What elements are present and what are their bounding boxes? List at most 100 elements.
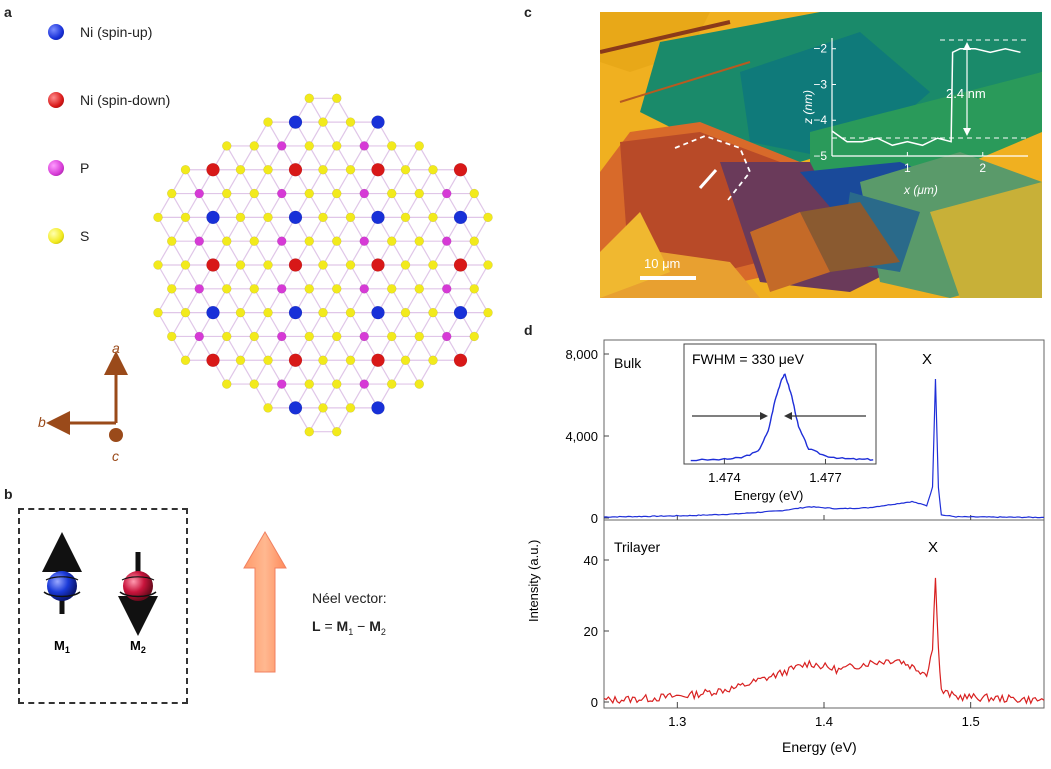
s-atom [414, 188, 424, 199]
x-axis-label: Energy (eV) [782, 739, 857, 755]
s-atom [249, 236, 259, 246]
s-atom [387, 331, 397, 342]
s-atom [249, 284, 259, 294]
ni-down-atom [288, 162, 303, 177]
flake-outline [674, 135, 752, 201]
trilayer-label: Trilayer [614, 539, 660, 555]
s-atom [318, 260, 328, 270]
s-atom [249, 379, 259, 389]
s-atom [332, 188, 342, 199]
s-atom [263, 164, 273, 175]
s-atom [249, 141, 259, 151]
s-atom [469, 188, 479, 199]
s-atom [167, 331, 177, 342]
p-atom [442, 331, 452, 342]
s-atom [345, 260, 356, 270]
s-atom [332, 93, 342, 104]
s-atom [387, 188, 397, 199]
s-atom [428, 212, 438, 223]
s-atom [483, 260, 493, 270]
s-atom [414, 284, 424, 294]
p-atom [194, 236, 204, 246]
s-atom [153, 260, 163, 270]
s-atom [483, 212, 493, 223]
spin-moments-box: M1 M2 [18, 508, 188, 704]
profile-line-marker [698, 169, 718, 189]
s-atom [345, 307, 356, 318]
c-axis-dot [109, 428, 123, 442]
s-atom [428, 260, 438, 270]
ni-up-atom [288, 401, 303, 415]
spin-moments-drawing: M1 M2 [42, 532, 158, 655]
s-atom [318, 355, 328, 366]
precession-arc [45, 576, 79, 581]
p-atom [277, 188, 287, 199]
ni-up-atom [371, 401, 385, 415]
s-atom [249, 188, 259, 199]
s-atom [428, 355, 438, 366]
s-atom [167, 284, 177, 294]
s-atom [387, 141, 397, 151]
p-atom [277, 379, 287, 389]
s-ball-icon [48, 228, 64, 244]
s-atom [428, 164, 438, 175]
scale-bar-label: 10 μm [644, 256, 681, 271]
bulk-spectrum-line [603, 378, 1045, 519]
trilayer-y-tick-label: 20 [584, 624, 598, 639]
ni-up-atom [453, 210, 468, 225]
ni-down-ball-icon [123, 571, 153, 601]
s-atom [167, 236, 177, 246]
s-atom [263, 307, 273, 318]
peak-x-label-trilayer: X [928, 539, 938, 556]
peak-x-label-bulk: X [922, 351, 932, 368]
height-profile-line [831, 47, 1021, 147]
p-atom [277, 284, 287, 294]
x-tick-label: 1.4 [815, 714, 833, 729]
bulk-y-tick-label: 0 [591, 511, 598, 526]
s-atom [332, 331, 342, 342]
panel-label-c: c [524, 4, 532, 20]
s-atom [332, 426, 342, 437]
inset-x-tick-label: 1 [904, 161, 911, 175]
p-atom [359, 379, 369, 389]
s-atom [345, 117, 356, 127]
legend-label: S [80, 228, 90, 244]
s-atom [222, 236, 232, 246]
ni-up-atom [371, 115, 385, 129]
s-atom [167, 188, 177, 199]
s-atom [263, 403, 273, 413]
s-atom [318, 164, 328, 175]
neel-vector-arrow [243, 531, 287, 673]
p-atom [442, 284, 452, 294]
height-profile-inset: −2 −3 −4 −5 1 2 2.4 nm z (nm) x (μm) [801, 38, 1028, 197]
s-atom [332, 284, 342, 294]
s-atom [387, 236, 397, 246]
c-axis-label: c [112, 448, 119, 464]
m2-label: M2 [130, 638, 146, 655]
s-atom [263, 212, 273, 223]
s-atom [400, 260, 411, 270]
s-atom [304, 236, 314, 246]
ni-down-atom [371, 162, 385, 177]
ni-down-atom [453, 353, 468, 368]
ni-up-atom [206, 210, 220, 225]
a-axis-label: a [112, 340, 120, 356]
p-atom [442, 188, 452, 199]
inset-x-axis-label: Energy (eV) [734, 488, 803, 503]
trilayer-y-tick-label: 40 [584, 553, 598, 568]
s-atom [345, 403, 356, 413]
neel-vector-title: Néel vector: [312, 590, 387, 606]
trilayer-plot-frame [603, 519, 1045, 709]
legend-item-ni-down: Ni (spin-down) [48, 90, 248, 120]
ni-down-atom [206, 162, 220, 177]
p-atom [194, 331, 204, 342]
s-atom [222, 379, 232, 389]
b-axis-label: b [38, 414, 46, 430]
p-atom [277, 236, 287, 246]
s-atom [263, 260, 273, 270]
s-atom [469, 236, 479, 246]
y-axis-label: Intensity (a.u.) [526, 540, 541, 622]
inset-y-tick-label: −3 [813, 77, 827, 91]
s-atom [469, 284, 479, 294]
